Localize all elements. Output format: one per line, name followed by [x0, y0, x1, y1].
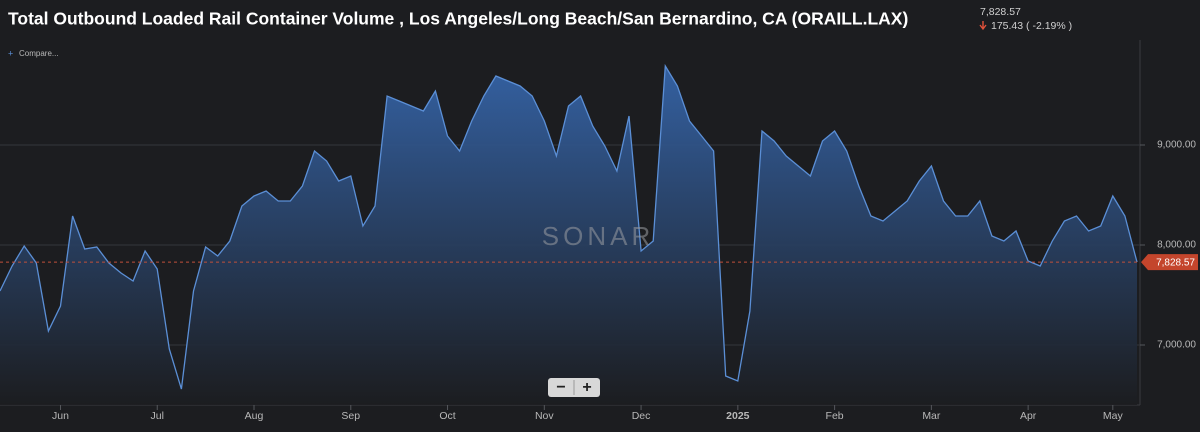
down-arrow: [979, 21, 987, 31]
x-tick-label: Apr: [1020, 410, 1037, 422]
current-value: 7,828.57: [980, 6, 1021, 18]
change: 175.43 ( -2.19% ): [991, 20, 1072, 32]
x-tick-label: Jun: [52, 410, 69, 422]
x-tick-label: Oct: [439, 410, 455, 422]
zoom-in-button[interactable]: +: [582, 379, 591, 396]
x-tick-label: Feb: [826, 410, 844, 422]
y-tick-label: 8,000.00: [1157, 240, 1196, 251]
compare-icon[interactable]: +: [8, 48, 13, 58]
x-tick-label: Mar: [922, 410, 941, 422]
x-tick-label: Sep: [341, 410, 360, 422]
y-tick-label: 7,000.00: [1157, 340, 1196, 351]
line: [0, 63, 1138, 390]
current-value-tag: [1141, 254, 1198, 271]
current-value-label: 7,828.57: [1156, 257, 1195, 268]
x-tick-label: May: [1103, 410, 1124, 422]
x-tick-label: Nov: [535, 410, 554, 422]
x-tick-label: Aug: [245, 410, 264, 422]
watermark: SONAR: [542, 221, 654, 251]
x-tick-label: 2025: [726, 410, 750, 422]
y-tick-label: 9,000.00: [1157, 140, 1196, 151]
chart-title: Total Outbound Loaded Rail Container Vol…: [8, 9, 908, 29]
x-tick-label: Dec: [632, 410, 651, 422]
x-tick-label: Jul: [151, 410, 164, 422]
zoom-out-button[interactable]: −: [556, 379, 565, 396]
compare-button[interactable]: Compare...: [19, 49, 59, 58]
area: [0, 66, 1137, 405]
plot: 7,000.00 8,000.00 9,000.00 Jun Jul Aug Sep Oct N…: [0, 63, 1198, 422]
